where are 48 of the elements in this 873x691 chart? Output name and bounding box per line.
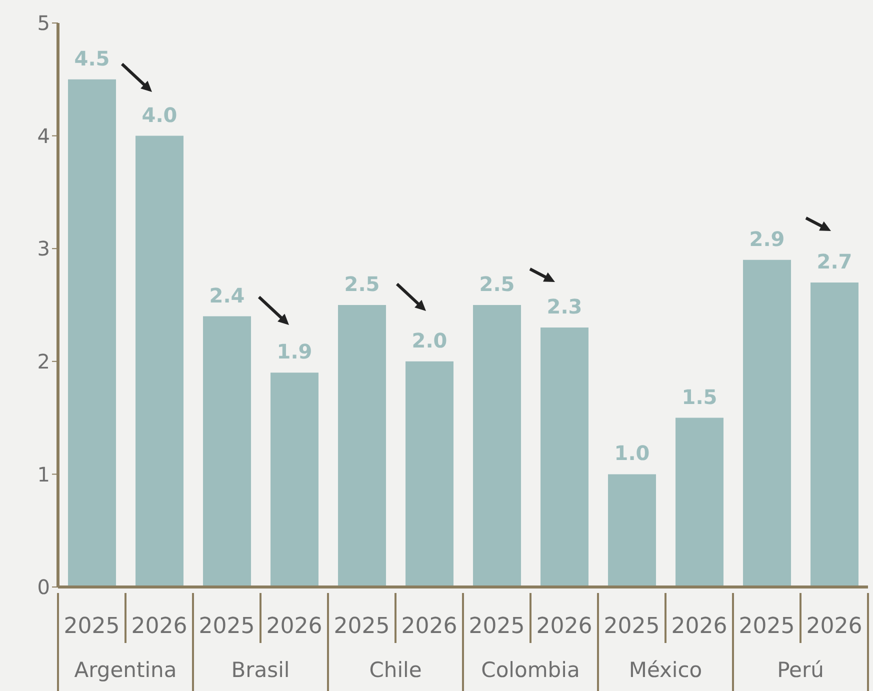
data-label: 4.0 — [142, 102, 178, 127]
x-tick-label: 2025 — [468, 614, 525, 639]
bar — [743, 260, 791, 587]
text: México — [628, 658, 702, 682]
x-tick-label: 2026 — [131, 614, 188, 639]
data-label: 1.0 — [614, 441, 650, 466]
text: Brasil — [231, 658, 290, 682]
text: Perú — [777, 658, 824, 682]
x-tick-label: 2025 — [64, 614, 120, 639]
x-tick-label: 2026 — [806, 614, 862, 639]
bar — [810, 282, 858, 587]
x-tick-label: 2026 — [536, 614, 592, 639]
y-tick-label: 2 — [37, 350, 50, 374]
data-label: 1.9 — [276, 340, 312, 364]
bar — [406, 361, 454, 587]
y-tick-label: 4 — [37, 124, 50, 148]
x-tick-label: 2025 — [738, 614, 795, 639]
x-tick-label: 2025 — [334, 614, 390, 639]
bar — [473, 305, 521, 587]
data-label: 2.9 — [749, 226, 785, 251]
data-label: 2.3 — [546, 294, 582, 319]
bar — [68, 79, 116, 587]
y-tick-label: 0 — [37, 575, 50, 600]
data-label: 2.4 — [209, 283, 245, 308]
bar — [136, 136, 184, 587]
data-label: 2.7 — [816, 249, 852, 274]
x-tick-label: 2026 — [266, 614, 322, 639]
x-tick-label: 2025 — [604, 614, 660, 639]
data-label: 2.5 — [479, 272, 515, 296]
data-label: 2.0 — [412, 328, 448, 352]
y-tick-label: 1 — [37, 462, 50, 486]
text: Colombia — [481, 658, 580, 682]
data-label: 2.5 — [344, 272, 380, 296]
bar — [338, 305, 386, 587]
text: Chile — [369, 658, 422, 682]
x-tick-label: 2026 — [401, 614, 458, 639]
x-tick-label: 2026 — [671, 614, 728, 639]
bar — [540, 328, 588, 587]
data-label: 1.5 — [682, 384, 718, 409]
text: Argentina — [74, 658, 177, 682]
bar — [203, 316, 251, 587]
y-tick-label: 3 — [37, 236, 50, 261]
x-tick-label: 2025 — [198, 614, 255, 639]
y-tick-label: 5 — [37, 11, 50, 36]
bar — [270, 372, 318, 587]
bar — [676, 418, 724, 587]
data-label: 4.5 — [74, 46, 110, 70]
bar — [608, 474, 656, 587]
